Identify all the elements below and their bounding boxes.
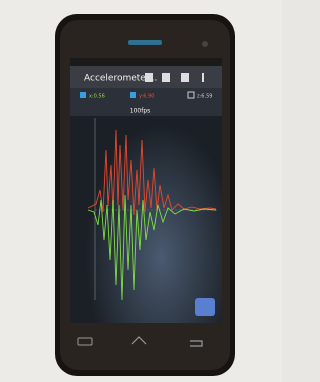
page: Accelerometer... x:0.56 y:6.90 z:6.59 10… bbox=[0, 0, 282, 382]
menu-icon[interactable] bbox=[202, 73, 204, 82]
camera bbox=[202, 41, 208, 47]
status-bar bbox=[70, 58, 222, 66]
speaker bbox=[128, 40, 162, 45]
app-icon[interactable] bbox=[145, 73, 153, 82]
app-icon[interactable] bbox=[181, 73, 189, 82]
floating-button[interactable] bbox=[195, 298, 215, 316]
checkbox[interactable] bbox=[80, 92, 86, 98]
legend-label: x:0.56 bbox=[89, 94, 105, 100]
rate-label: 100fps bbox=[130, 108, 151, 115]
checkbox[interactable] bbox=[130, 92, 136, 98]
photo: Accelerometer... x:0.56 y:6.90 z:6.59 10… bbox=[0, 0, 282, 382]
legend-label: z:6.59 bbox=[197, 94, 212, 100]
legend-label: y:6.90 bbox=[139, 94, 154, 100]
app-icon[interactable] bbox=[162, 73, 170, 82]
